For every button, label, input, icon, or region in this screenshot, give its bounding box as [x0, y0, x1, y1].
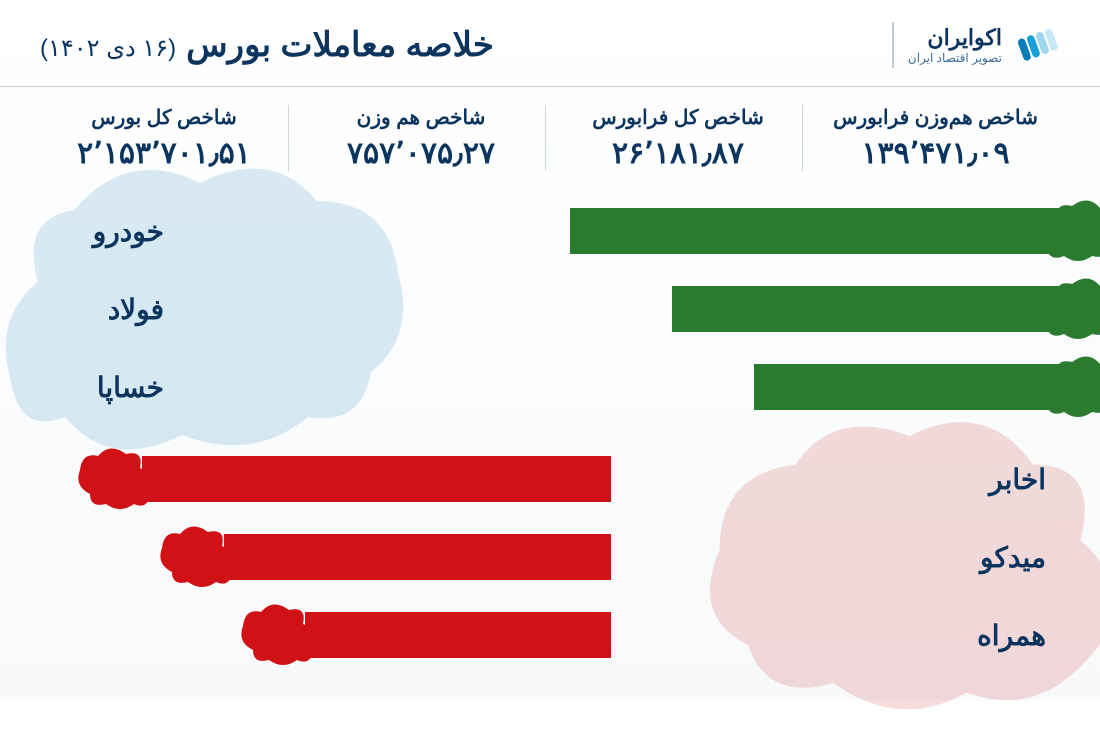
brand-subtitle: تصویر اقتصاد ایران	[908, 51, 1002, 65]
bar-up	[754, 364, 1060, 410]
bar-down	[142, 456, 611, 502]
brand: اکوایران تصویر اقتصاد ایران	[892, 22, 1060, 68]
index-value: ۲۶٬۱۸۱٫۸۷	[554, 136, 802, 171]
index-cell: شاخص کل بورس ۲٬۱۵۳٬۷۰۱٫۵۱	[40, 105, 289, 171]
page-title: خلاصه معاملات بورس (۱۶ دی ۱۴۰۲)	[40, 25, 494, 65]
indices-row: شاخص هم‌وزن فرابورس ۱۳۹٬۴۷۱٫۰۹ شاخص کل ف…	[0, 87, 1100, 181]
header: اکوایران تصویر اقتصاد ایران خلاصه معاملا…	[0, 0, 1100, 87]
bar-row-up: فولاد	[40, 277, 1060, 341]
index-value: ۷۵۷٬۰۷۵٫۲۷	[297, 136, 545, 171]
bear-icon	[156, 520, 236, 592]
bar-row-down: میدکو	[40, 525, 1060, 589]
title-text: خلاصه معاملات بورس	[186, 25, 494, 65]
bar-label: خساپا	[54, 371, 164, 404]
bars-section: خودرو فولاد خساپا اخابر میدکو	[0, 181, 1100, 701]
bar-up	[570, 208, 1060, 254]
index-value: ۱۳۹٬۴۷۱٫۰۹	[811, 136, 1060, 171]
bar-row-up: خساپا	[40, 355, 1060, 419]
bar-up	[672, 286, 1060, 332]
bear-icon	[237, 598, 317, 670]
bar-row-down: همراه	[40, 603, 1060, 667]
bar-label: میدکو	[936, 541, 1046, 574]
bar-row-up: خودرو	[40, 199, 1060, 263]
index-value: ۲٬۱۵۳٬۷۰۱٫۵۱	[40, 136, 288, 171]
bull-icon	[1042, 272, 1100, 344]
bar-label: خودرو	[54, 215, 164, 248]
bear-icon	[74, 442, 154, 514]
index-cell: شاخص کل فرابورس ۲۶٬۱۸۱٫۸۷	[554, 105, 803, 171]
index-cell: شاخص هم‌وزن فرابورس ۱۳۹٬۴۷۱٫۰۹	[811, 105, 1060, 171]
bar-label: همراه	[936, 619, 1046, 652]
bar-label: اخابر	[936, 463, 1046, 496]
index-label: شاخص کل فرابورس	[554, 105, 802, 130]
brand-name: اکوایران	[908, 25, 1002, 51]
index-label: شاخص کل بورس	[40, 105, 288, 130]
bar-down	[224, 534, 612, 580]
index-label: شاخص هم وزن	[297, 105, 545, 130]
brand-logo-icon	[1014, 22, 1060, 68]
title-date: (۱۶ دی ۱۴۰۲)	[40, 34, 176, 63]
index-cell: شاخص هم وزن ۷۵۷٬۰۷۵٫۲۷	[297, 105, 546, 171]
index-label: شاخص هم‌وزن فرابورس	[811, 105, 1060, 130]
bar-down	[305, 612, 611, 658]
bull-icon	[1042, 194, 1100, 266]
bar-row-down: اخابر	[40, 447, 1060, 511]
bull-icon	[1042, 350, 1100, 422]
bar-label: فولاد	[54, 293, 164, 326]
